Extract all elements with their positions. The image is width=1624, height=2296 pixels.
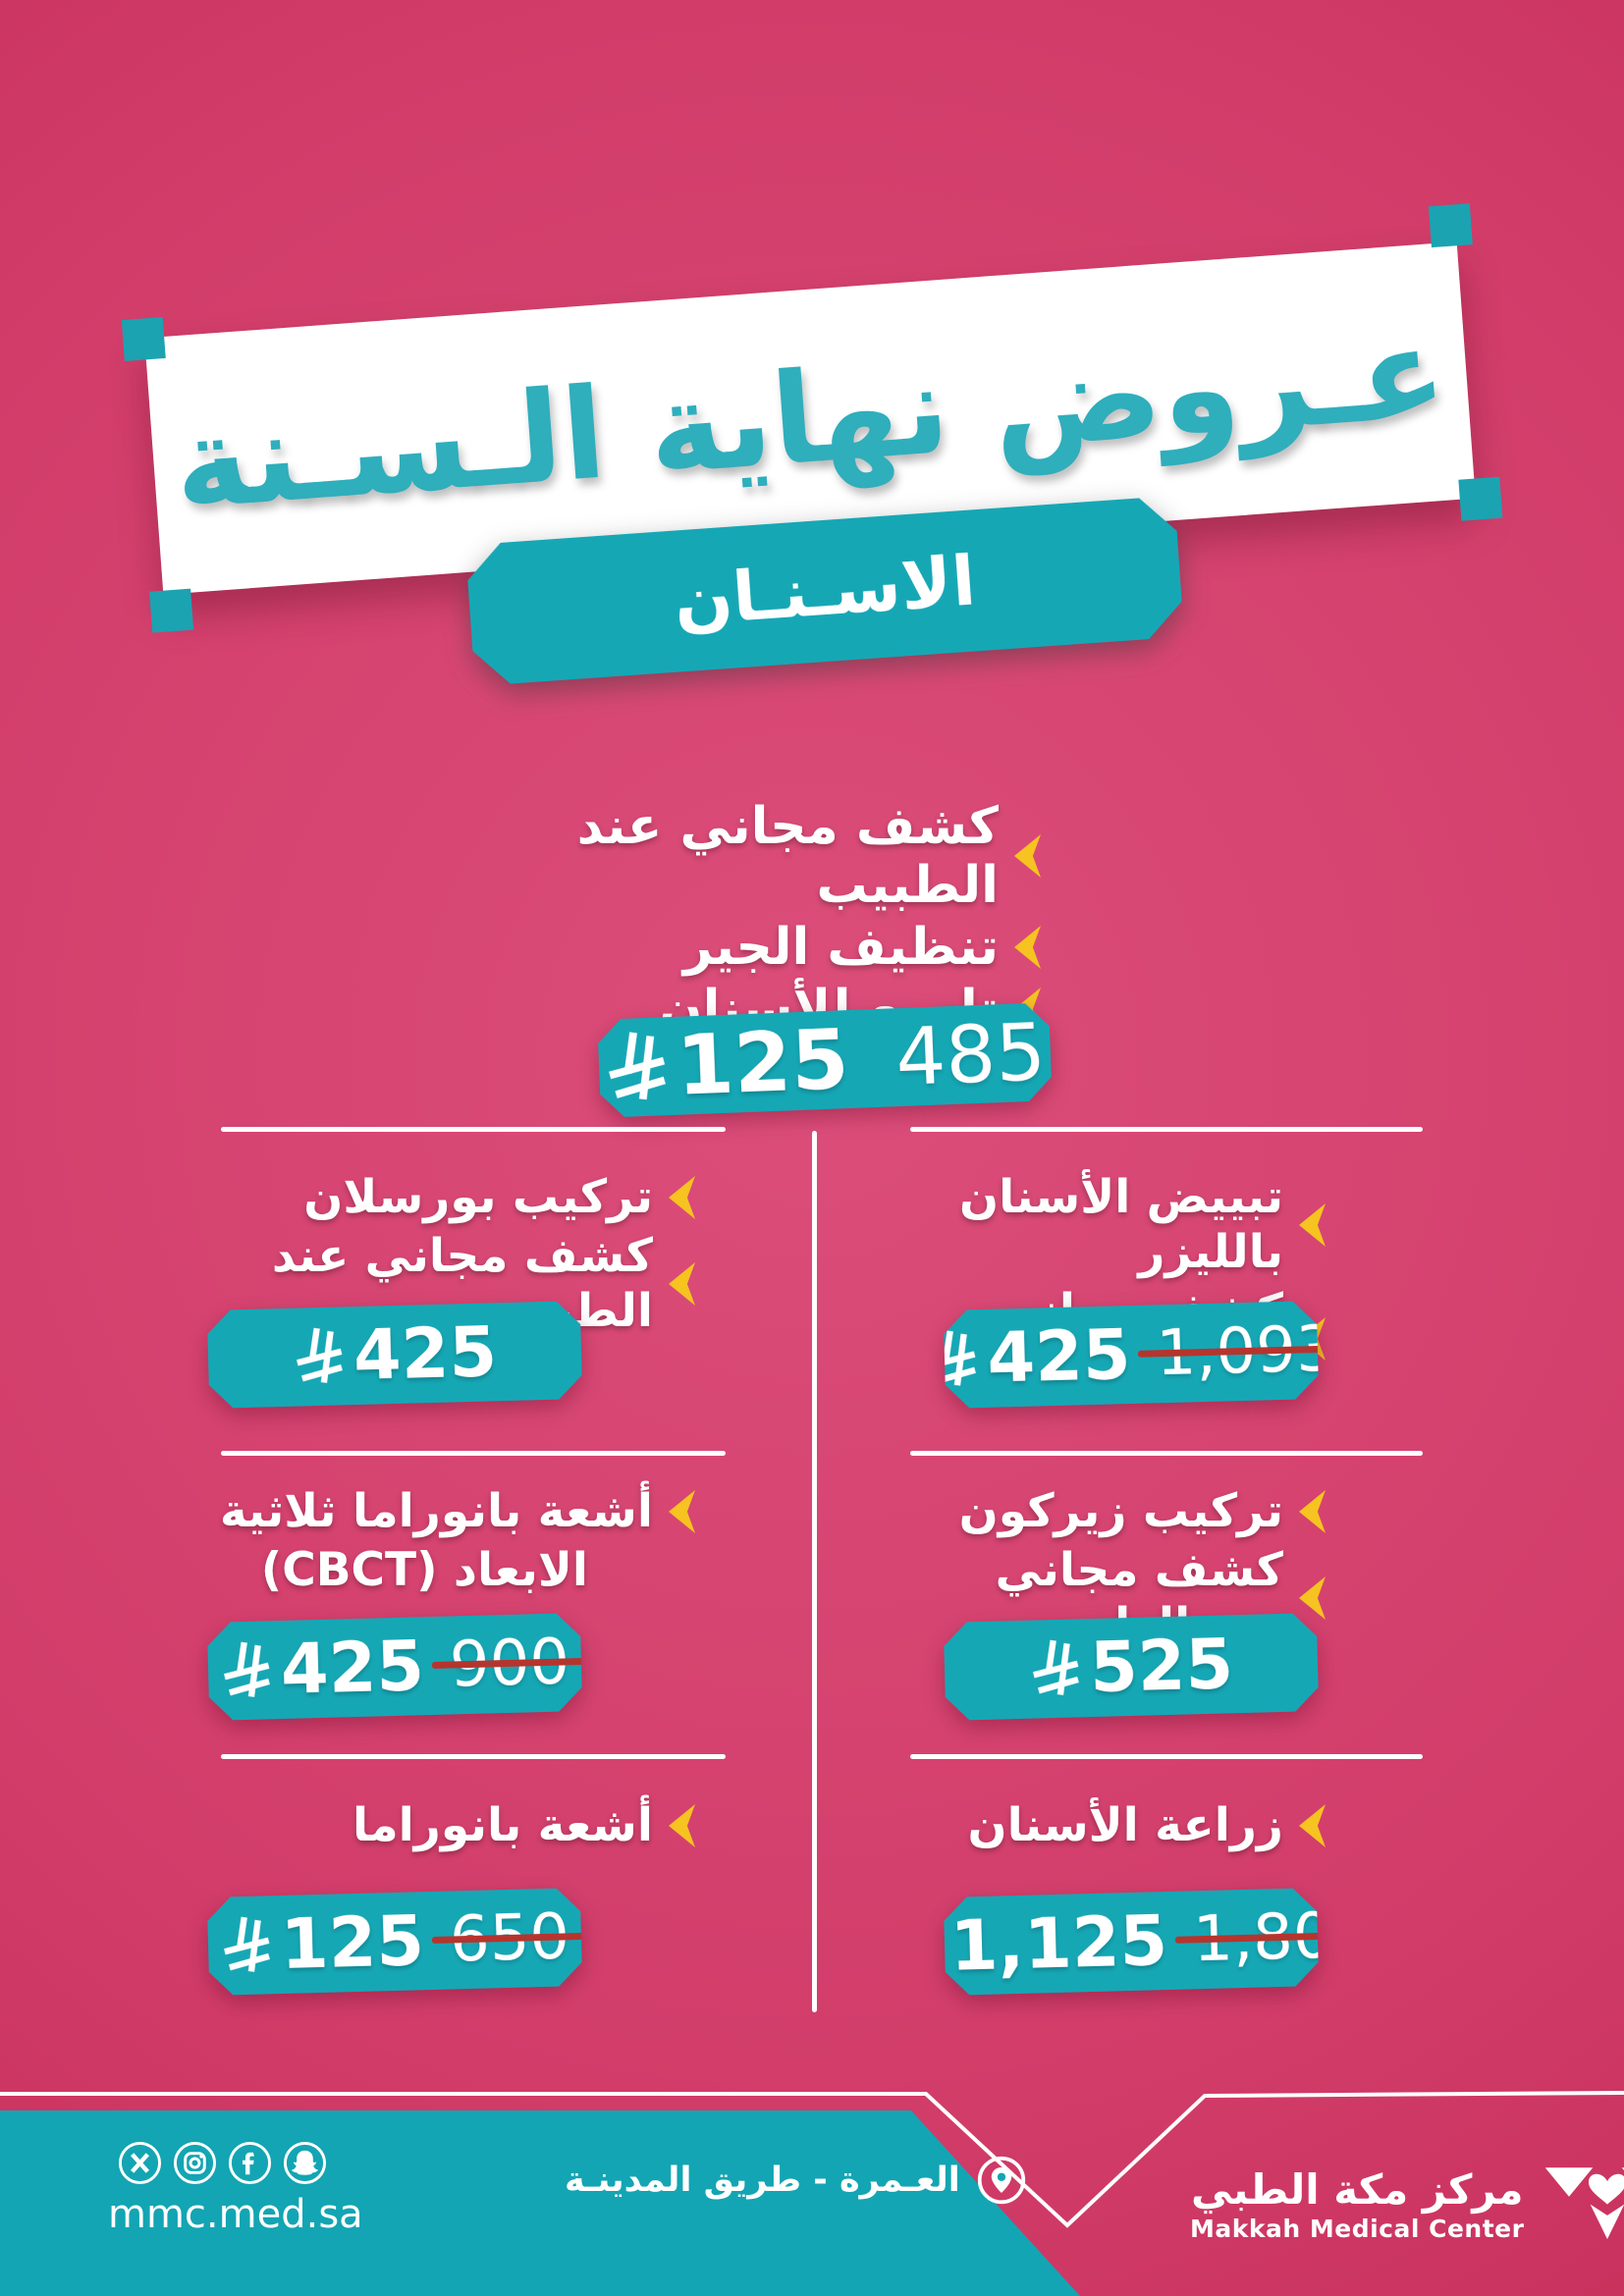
list-item: تنظيف الجير bbox=[461, 918, 1041, 977]
offer-line: الابعاد (CBCT) bbox=[260, 1543, 588, 1597]
price-old: 1,800 bbox=[1192, 1898, 1375, 1977]
bullet-arrow-icon bbox=[669, 1804, 695, 1847]
price-box: 525 bbox=[944, 1613, 1319, 1721]
instagram-icon[interactable] bbox=[172, 2140, 218, 2186]
page-title: عـروض نهاية الـسـنة bbox=[169, 298, 1451, 538]
divider bbox=[221, 1451, 726, 1456]
corner-square-icon bbox=[121, 317, 166, 361]
price-new: 425 bbox=[279, 1626, 426, 1711]
saudi-riyal-symbol-icon bbox=[603, 1028, 669, 1106]
saudi-riyal-symbol-icon bbox=[219, 1913, 272, 1977]
price-new: 125 bbox=[279, 1900, 426, 1986]
brand-block: مركز مكة الطبي Makkah Medical Center bbox=[1190, 2163, 1624, 2246]
price-box: 125 485 bbox=[597, 1002, 1052, 1118]
corner-square-icon bbox=[149, 588, 194, 633]
price-box: 425 bbox=[207, 1301, 582, 1409]
facebook-icon[interactable] bbox=[227, 2140, 273, 2186]
divider bbox=[910, 1451, 1423, 1456]
offer-line: تركيب بورسلان bbox=[303, 1170, 653, 1224]
price-new: 425 bbox=[986, 1314, 1132, 1399]
bullet-arrow-icon bbox=[1014, 834, 1041, 878]
bullet-arrow-icon bbox=[1299, 1203, 1326, 1247]
website-link[interactable]: mmc.med.sa bbox=[108, 2192, 363, 2237]
price-old: 1,093 bbox=[1155, 1312, 1337, 1391]
offer-list: زراعة الأسنان bbox=[913, 1798, 1326, 1857]
corner-square-icon bbox=[1428, 203, 1473, 248]
offer-list: تركيب بورسلان كشف مجاني عند الطبيب bbox=[177, 1170, 695, 1343]
snapchat-icon[interactable] bbox=[282, 2140, 328, 2186]
top-offer-list: كشف مجاني عند الطبيب تنظيف الجير تلميع ل… bbox=[461, 797, 1041, 1041]
list-item: كشف مجاني عند الطبيب bbox=[461, 797, 1041, 915]
divider bbox=[910, 1754, 1423, 1759]
price-old: 900 bbox=[448, 1626, 571, 1702]
bullet-arrow-icon bbox=[669, 1176, 695, 1219]
bullet-arrow-icon bbox=[1014, 926, 1041, 969]
footer-band bbox=[0, 2091, 1624, 2296]
offer-list: أشعة بانوراما bbox=[177, 1798, 695, 1857]
location-text: العـمرة - طريق المدينـة bbox=[565, 2161, 960, 2200]
price-new: 1,125 bbox=[948, 1900, 1169, 1987]
mmc-logo-icon bbox=[1545, 2167, 1624, 2240]
divider bbox=[812, 1131, 817, 2012]
corner-square-icon bbox=[1458, 476, 1503, 521]
price-old: 485 bbox=[893, 1005, 1048, 1103]
offer-line: كشف مجاني عند الطبيب bbox=[271, 1229, 653, 1338]
divider bbox=[221, 1754, 726, 1759]
bullet-arrow-icon bbox=[669, 1490, 695, 1533]
price-new: 525 bbox=[1088, 1624, 1235, 1709]
price-box: 425 1,093 bbox=[944, 1301, 1319, 1409]
brand-name-english: Makkah Medical Center bbox=[1190, 2214, 1525, 2243]
saudi-riyal-symbol-icon bbox=[1028, 1636, 1081, 1700]
offer-line: زراعة الأسنان bbox=[967, 1798, 1283, 1852]
offer-line: تبييض الأسنان بالليزر bbox=[959, 1170, 1283, 1279]
offer-line: تركيب زيركون bbox=[958, 1484, 1283, 1538]
social-block: mmc.med.sa bbox=[108, 2140, 363, 2237]
bullet-arrow-icon bbox=[669, 1262, 695, 1306]
price-new: 125 bbox=[675, 1011, 851, 1114]
saudi-riyal-symbol-icon bbox=[292, 1324, 345, 1388]
price-old: 650 bbox=[448, 1900, 571, 1977]
price-new: 425 bbox=[352, 1311, 499, 1397]
location-block: العـمرة - طريق المدينـة bbox=[565, 2155, 1027, 2206]
x-icon[interactable] bbox=[117, 2140, 163, 2186]
price-box: 425 900 bbox=[207, 1613, 582, 1721]
price-box: 1,125 1,800 bbox=[944, 1888, 1319, 1996]
offer-line: أشعة بانوراما bbox=[352, 1798, 653, 1852]
bullet-arrow-icon bbox=[1299, 1490, 1326, 1533]
offer-line: كشف مجاني عند الطبيب bbox=[576, 797, 999, 915]
map-pin-icon bbox=[977, 2156, 1025, 2205]
offer-line: تنظيف الجير bbox=[682, 918, 999, 977]
offer-line: أشعة بانوراما ثلاثية bbox=[219, 1484, 653, 1538]
offer-list: أشعة بانوراما ثلاثية الابعاد (CBCT) bbox=[177, 1484, 695, 1602]
saudi-riyal-symbol-icon bbox=[889, 1915, 942, 1979]
brand-name-arabic: مركز مكة الطبي bbox=[1190, 2165, 1524, 2215]
price-box: 125 650 bbox=[207, 1888, 582, 1996]
saudi-riyal-symbol-icon bbox=[219, 1638, 272, 1702]
section-title: الاسـنـان bbox=[671, 540, 979, 642]
divider bbox=[221, 1127, 726, 1132]
divider bbox=[910, 1127, 1423, 1132]
bullet-arrow-icon bbox=[1299, 1804, 1326, 1847]
